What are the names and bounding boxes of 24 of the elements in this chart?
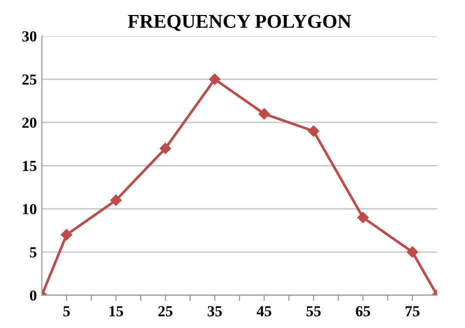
x-tick-label: 5: [63, 306, 70, 316]
point: [160, 142, 171, 154]
y-tick-label: 0: [30, 290, 36, 301]
x-tick-label: 15: [110, 306, 124, 316]
point: [406, 246, 418, 258]
y-tick-label: 10: [22, 204, 36, 214]
chart-title: FREQUENCY POLYGON: [128, 14, 352, 31]
y-tick-label: 20: [22, 118, 36, 128]
point: [60, 229, 72, 240]
x-tick-label: 55: [306, 306, 321, 316]
x-tick-label: 35: [208, 306, 222, 316]
point: [357, 212, 369, 224]
y-tick-label: 15: [22, 160, 36, 172]
y-tick-label: 30: [22, 31, 36, 42]
x-tick-label: 75: [406, 306, 420, 316]
x-tick-label: 45: [256, 306, 272, 316]
point: [308, 125, 320, 137]
x-tick-label: 65: [356, 306, 370, 316]
y-tick-label: 5: [30, 247, 36, 258]
point: [110, 194, 122, 206]
point: [209, 74, 220, 85]
point: [258, 108, 270, 120]
y-tick-label: 25: [22, 74, 36, 85]
x-tick-label: 25: [158, 306, 172, 316]
